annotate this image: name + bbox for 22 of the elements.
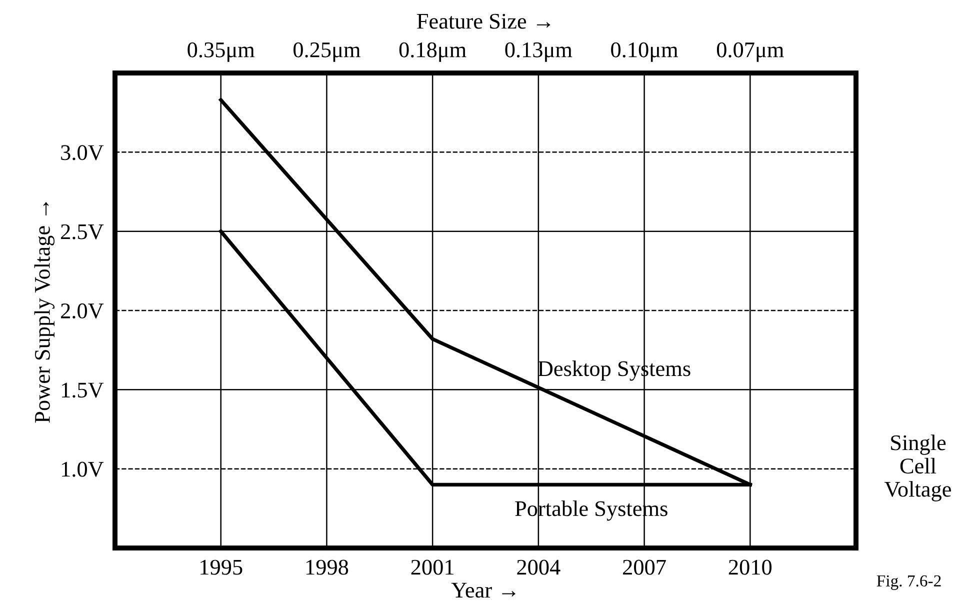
x-tick-label: 2007 <box>623 560 666 575</box>
caption: Fig. 7.6-2 <box>876 575 941 590</box>
text: 0.18μm <box>399 42 466 62</box>
text: 0.07μm <box>716 42 784 62</box>
x-tick-label: 2004 <box>517 560 560 575</box>
x-tick-label: 2001 <box>411 560 454 575</box>
y-tick-label: 2.0V <box>61 303 104 319</box>
x-tick-label: 1995 <box>200 560 242 575</box>
y-axis-title: Power Supply Voltage → <box>34 202 55 423</box>
x-tick-label: 1998 <box>306 560 348 575</box>
y-tick-label: 1.0V <box>62 462 104 477</box>
text: 0.35μm <box>188 42 255 62</box>
text: Single Cell Voltage <box>884 434 951 502</box>
text: 0.25μm <box>294 42 360 62</box>
x-tick-label: 2010 <box>728 560 772 575</box>
y-tick-label: 2.5V <box>61 224 104 240</box>
x2-axis-title: Feature Size → <box>417 14 550 29</box>
x-axis-title: Year → <box>451 582 516 598</box>
text: 0.10μm <box>611 42 678 62</box>
text: 0.13μm <box>505 42 572 62</box>
y-tick-label: 3.0V <box>61 145 104 160</box>
y-tick-label: 1.5V <box>62 382 104 398</box>
